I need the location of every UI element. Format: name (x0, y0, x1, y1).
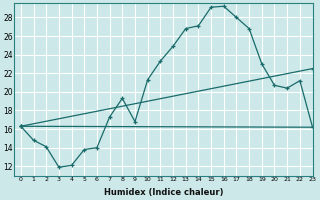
X-axis label: Humidex (Indice chaleur): Humidex (Indice chaleur) (104, 188, 223, 197)
